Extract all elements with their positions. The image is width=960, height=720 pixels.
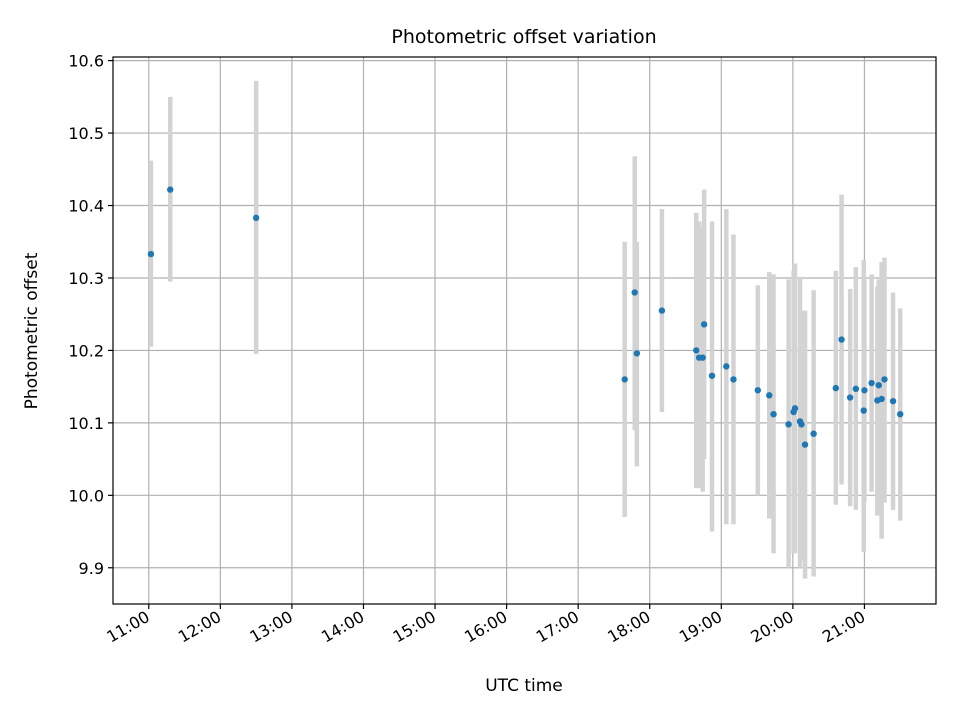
data-point (621, 376, 628, 383)
data-point (810, 430, 817, 437)
data-point (801, 441, 809, 448)
data-point (699, 354, 706, 361)
data-point (889, 397, 897, 405)
x-tick-label: 14:00 (318, 607, 367, 647)
data-point (631, 289, 638, 296)
x-tick-label: 16:00 (461, 607, 510, 647)
data-point (875, 382, 882, 389)
data-point (167, 186, 174, 193)
y-tick-label: 10.1 (68, 414, 104, 433)
x-tick-label: 17:00 (533, 607, 582, 647)
x-tick-label: 19:00 (676, 607, 725, 647)
y-axis-title: Photometric offset (22, 252, 42, 409)
y-tick-label: 10.6 (68, 52, 104, 71)
x-tick-label: 11:00 (103, 607, 152, 647)
data-point (881, 376, 888, 383)
y-tick-label: 10.4 (68, 197, 104, 216)
x-axis: 11:00 12:00 13:00 14:00 15:00 16:00 17:00 18:00… (103, 604, 868, 647)
data-point (147, 250, 155, 258)
y-tick-label: 10.2 (68, 341, 104, 360)
data-point (868, 379, 875, 387)
data-point (766, 392, 773, 399)
x-tick-label: 21:00 (819, 607, 868, 647)
data-point (785, 421, 792, 428)
data-points (147, 186, 904, 448)
data-point (791, 405, 799, 412)
data-point (838, 336, 845, 343)
data-point (770, 410, 777, 418)
x-tick-label: 13:00 (246, 607, 295, 647)
data-point (860, 407, 867, 414)
data-point (897, 410, 904, 418)
y-axis: 9.9 10.0 10.1 10.2 10.3 10.4 10.5 10.6 (68, 52, 113, 578)
data-point (730, 376, 737, 383)
y-tick-label: 10.0 (68, 486, 104, 505)
data-point (861, 387, 868, 394)
data-point (658, 307, 666, 314)
x-tick-label: 20:00 (747, 607, 796, 647)
y-tick-label: 9.9 (79, 559, 104, 578)
data-point (754, 387, 762, 394)
x-tick-label: 15:00 (390, 607, 439, 647)
x-axis-title: UTC time (485, 676, 563, 696)
plot-area-frame (112, 56, 937, 605)
data-point (878, 395, 885, 403)
x-tick-label: 12:00 (175, 607, 224, 647)
data-point (723, 363, 730, 370)
data-point (708, 372, 716, 379)
data-point (852, 385, 860, 393)
data-point (832, 384, 840, 392)
x-tick-label: 18:00 (604, 607, 653, 647)
error-bars (148, 80, 903, 579)
data-point (633, 350, 641, 357)
data-point (846, 394, 854, 401)
data-point (798, 421, 805, 428)
y-tick-label: 10.3 (68, 269, 104, 288)
data-point (252, 214, 260, 222)
data-point (693, 347, 700, 354)
y-tick-label: 10.5 (68, 124, 104, 143)
data-point (700, 321, 708, 328)
chart-title: Photometric offset variation (391, 26, 656, 48)
